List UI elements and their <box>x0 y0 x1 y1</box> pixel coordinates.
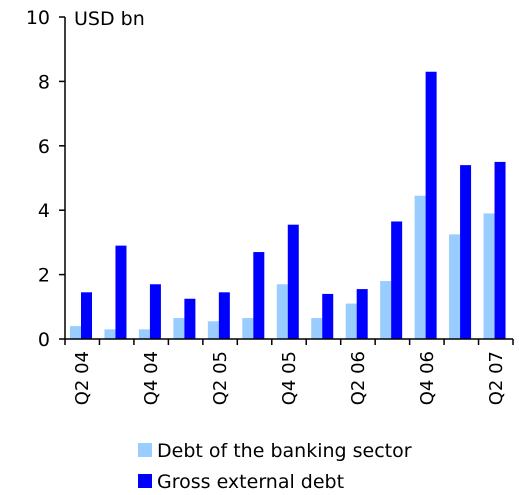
x-tick-label: Q4 05 <box>279 351 300 405</box>
y-tick-label: 4 <box>38 200 50 222</box>
x-tick-label: Q4 06 <box>417 351 438 405</box>
bar-gross-external-debt <box>287 224 299 339</box>
bar-gross-external-debt <box>356 289 368 339</box>
bar-banking-sector <box>311 318 323 339</box>
bar-banking-sector <box>138 329 150 339</box>
bar-gross-external-debt <box>81 292 92 339</box>
bar-banking-sector <box>414 195 426 339</box>
bar-gross-external-debt <box>494 161 506 339</box>
bar-banking-sector <box>276 284 288 339</box>
legend-label-gross-external-debt: Gross external debt <box>157 471 344 493</box>
x-tick-label: Q2 06 <box>348 351 369 405</box>
x-axis-ticks <box>64 339 514 345</box>
legend: Debt of the banking sector Gross externa… <box>138 440 412 493</box>
x-tick-label: Q2 04 <box>72 351 93 405</box>
y-axis-ticks <box>59 16 65 340</box>
bar-banking-sector <box>173 318 185 339</box>
bar-banking-sector <box>104 329 116 339</box>
bar-banking-sector <box>345 303 357 339</box>
bar-gross-external-debt <box>253 252 265 339</box>
bar-gross-external-debt <box>149 284 161 339</box>
bar-banking-sector <box>207 321 219 339</box>
x-axis-tick-labels: Q2 04 Q4 04 Q2 05 Q4 05 Q2 06 Q4 06 Q2 07 <box>72 351 507 405</box>
bars <box>70 71 506 340</box>
legend-swatch-banking-sector <box>138 443 152 457</box>
bar-gross-external-debt <box>425 71 437 340</box>
bar-banking-sector <box>449 234 461 339</box>
bar-gross-external-debt <box>218 292 230 339</box>
unit-label: USD bn <box>74 8 145 30</box>
bar-banking-sector <box>380 281 392 339</box>
bar-gross-external-debt <box>460 165 472 339</box>
y-tick-label: 8 <box>38 71 50 93</box>
bar-gross-external-debt <box>322 293 334 339</box>
bar-gross-external-debt <box>184 298 196 339</box>
bar-gross-external-debt <box>115 245 127 339</box>
bar-banking-sector <box>483 213 495 339</box>
y-tick-label: 6 <box>38 136 50 158</box>
bar-banking-sector <box>242 318 254 339</box>
x-tick-label: Q2 07 <box>486 351 507 405</box>
y-tick-label: 0 <box>38 329 50 351</box>
y-axis-tick-labels: 0 2 4 6 8 10 <box>26 7 50 351</box>
y-tick-label: 10 <box>26 7 50 29</box>
y-tick-label: 2 <box>38 265 50 287</box>
bar-banking-sector <box>70 326 81 339</box>
x-tick-label: Q4 04 <box>141 351 162 405</box>
bar-gross-external-debt <box>391 221 403 339</box>
x-tick-label: Q2 05 <box>210 351 231 405</box>
legend-label-banking-sector: Debt of the banking sector <box>157 440 412 462</box>
legend-swatch-gross-external-debt <box>138 474 152 488</box>
